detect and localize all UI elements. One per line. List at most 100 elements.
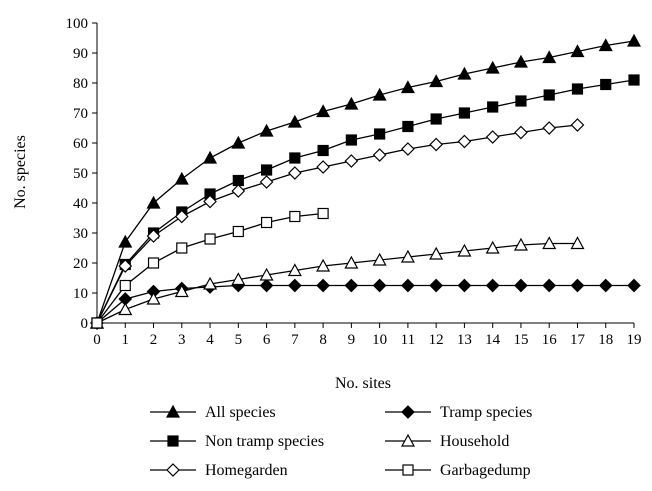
data-point-tramp-species bbox=[287, 278, 302, 293]
data-point-non-tramp-species bbox=[458, 107, 471, 119]
data-point-household bbox=[174, 284, 189, 298]
data-point-homegarden bbox=[542, 121, 557, 135]
data-point-tramp-species bbox=[457, 278, 472, 293]
x-tick-label: 13 bbox=[457, 332, 472, 348]
data-point-homegarden bbox=[372, 148, 387, 162]
y-axis-label: No. species bbox=[12, 135, 29, 209]
x-tick-label: 4 bbox=[206, 332, 214, 348]
data-point-garbagedump bbox=[260, 216, 273, 229]
data-point-all-species bbox=[231, 135, 246, 149]
data-point-tramp-species bbox=[542, 278, 557, 293]
y-tick-label: 0 bbox=[81, 316, 89, 332]
series-line-tramp-species bbox=[96, 284, 634, 324]
legend-label-household: Household bbox=[440, 433, 509, 450]
x-tick-label: 8 bbox=[319, 332, 327, 348]
data-point-household bbox=[203, 276, 218, 290]
legend-marker-garbagedump bbox=[402, 464, 414, 476]
data-point-non-tramp-species bbox=[543, 89, 555, 101]
series-homegarden bbox=[90, 118, 585, 330]
data-point-all-species bbox=[429, 74, 444, 88]
data-point-all-species bbox=[372, 87, 387, 101]
legend-marker-non-tramp-species bbox=[167, 435, 179, 447]
data-point-all-species bbox=[485, 60, 500, 74]
series-line-all-species bbox=[96, 40, 635, 324]
data-point-all-species bbox=[287, 114, 302, 128]
y-tick-label: 90 bbox=[73, 46, 88, 62]
legend-item-household: Household bbox=[385, 433, 509, 450]
legend-item-homegarden: Homegarden bbox=[150, 462, 288, 479]
data-point-non-tramp-species bbox=[571, 83, 584, 95]
x-tick-label: 6 bbox=[263, 332, 271, 348]
data-point-tramp-species bbox=[344, 278, 359, 293]
data-point-household bbox=[344, 255, 359, 269]
data-point-all-species bbox=[513, 54, 528, 68]
series-line-homegarden bbox=[96, 124, 578, 324]
data-point-homegarden bbox=[146, 229, 161, 243]
data-point-tramp-species bbox=[485, 278, 500, 293]
data-point-household bbox=[457, 243, 472, 257]
x-tick-label: 18 bbox=[598, 332, 613, 348]
data-point-all-species bbox=[570, 44, 585, 58]
data-point-all-species bbox=[146, 195, 161, 209]
data-point-non-tramp-species bbox=[487, 101, 499, 113]
x-tick-label: 2 bbox=[150, 332, 158, 348]
y-tick-label: 30 bbox=[73, 226, 88, 242]
series-non-tramp-species bbox=[91, 74, 640, 329]
data-point-household bbox=[400, 249, 415, 263]
legend-item-tramp-species: Tramp species bbox=[385, 404, 532, 421]
data-point-non-tramp-species bbox=[628, 74, 640, 86]
data-point-homegarden bbox=[174, 209, 189, 224]
data-point-household bbox=[118, 302, 133, 316]
data-point-homegarden bbox=[259, 175, 274, 189]
data-point-tramp-species bbox=[372, 278, 387, 293]
x-tick-label: 14 bbox=[485, 332, 501, 348]
data-point-household bbox=[513, 237, 528, 251]
legend-label-non-tramp-species: Non tramp species bbox=[205, 433, 324, 450]
y-tick-label: 100 bbox=[66, 16, 89, 32]
legend-item-garbagedump: Garbagedump bbox=[385, 462, 531, 479]
data-point-non-tramp-species bbox=[317, 144, 329, 157]
series-garbagedump bbox=[91, 207, 329, 329]
x-tick-label: 16 bbox=[542, 332, 558, 348]
series-tramp-species bbox=[90, 278, 641, 330]
data-point-garbagedump bbox=[317, 207, 329, 220]
y-tick-label: 20 bbox=[73, 256, 88, 272]
data-point-tramp-species bbox=[514, 278, 528, 293]
data-point-non-tramp-species bbox=[232, 174, 244, 187]
series-line-garbagedump bbox=[96, 212, 324, 324]
data-point-garbagedump bbox=[147, 257, 160, 269]
data-point-household bbox=[372, 252, 387, 266]
x-tick-label: 10 bbox=[372, 332, 387, 348]
data-point-household bbox=[485, 240, 500, 254]
x-tick-label: 19 bbox=[627, 332, 642, 348]
data-point-garbagedump bbox=[176, 242, 188, 254]
data-point-homegarden bbox=[457, 134, 472, 149]
data-point-non-tramp-species bbox=[600, 78, 612, 91]
data-point-household bbox=[231, 272, 246, 286]
data-point-homegarden bbox=[118, 259, 133, 273]
data-point-homegarden bbox=[344, 154, 359, 168]
data-point-all-species bbox=[598, 38, 613, 52]
data-point-garbagedump bbox=[232, 225, 244, 238]
data-point-non-tramp-species bbox=[402, 120, 414, 133]
data-point-household bbox=[316, 258, 331, 272]
data-point-all-species bbox=[316, 104, 331, 118]
data-point-all-species bbox=[118, 234, 133, 248]
x-axis-label: No. sites bbox=[335, 375, 391, 392]
x-tick-label: 1 bbox=[122, 332, 130, 348]
data-point-all-species bbox=[344, 96, 359, 110]
legend-label-tramp-species: Tramp species bbox=[440, 404, 532, 421]
x-tick-label: 7 bbox=[291, 332, 299, 348]
data-point-homegarden bbox=[570, 118, 585, 132]
data-point-all-species bbox=[400, 80, 415, 94]
series-layer bbox=[89, 33, 642, 330]
data-point-household bbox=[542, 236, 557, 250]
legend-label-all-species: All species bbox=[205, 404, 276, 421]
data-point-homegarden bbox=[429, 137, 444, 152]
data-point-non-tramp-species bbox=[374, 128, 386, 140]
y-tick-label: 80 bbox=[73, 76, 88, 92]
data-point-all-species bbox=[203, 150, 218, 164]
x-tick-label: 3 bbox=[178, 332, 186, 348]
